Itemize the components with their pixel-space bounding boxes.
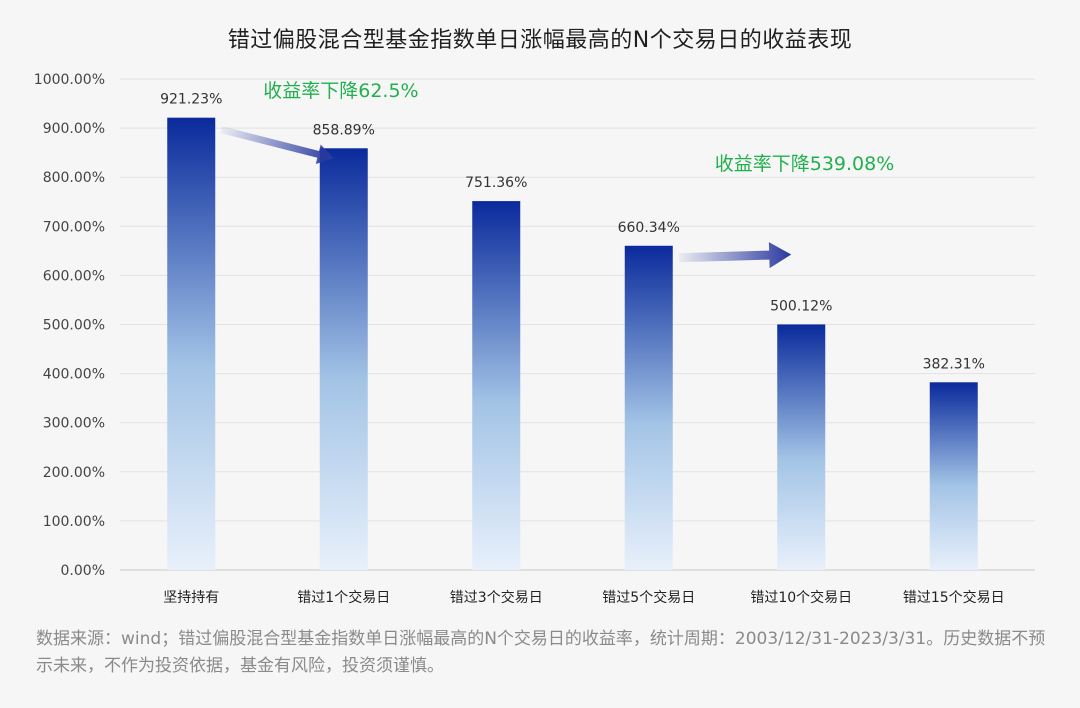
- x-tick-label: 错过10个交易日: [750, 589, 852, 606]
- y-tick-label: 0.00%: [61, 563, 105, 579]
- y-tick-label: 900.00%: [43, 121, 105, 137]
- x-tick-label: 错过15个交易日: [903, 589, 1005, 606]
- footnote: 数据来源：wind；错过偏股混合型基金指数单日涨幅最高的N个交易日的收益率，统计…: [36, 629, 1046, 676]
- data-label: 660.34%: [618, 220, 680, 236]
- annotation-label: 收益率下降62.5%: [263, 80, 418, 102]
- data-label: 382.31%: [923, 356, 985, 372]
- y-tick-label: 600.00%: [43, 268, 105, 284]
- arrow-shape: [220, 126, 334, 165]
- chart-title: 错过偏股混合型基金指数单日涨幅最高的N个交易日的收益表现: [227, 28, 853, 53]
- x-tick-label: 坚持持有: [163, 590, 219, 606]
- data-label: 921.23%: [160, 92, 222, 108]
- bar: [624, 245, 673, 570]
- y-tick-label: 500.00%: [43, 318, 105, 334]
- data-label: 751.36%: [465, 175, 527, 191]
- y-axis-ticks: 0.00% 100.00% 200.00% 300.00% 400.00% 500.00%…: [34, 72, 105, 579]
- annotation-arrows: 收益率下降62.5% 收益率下降539.08%: [220, 80, 895, 269]
- x-tick-label: 错过5个交易日: [602, 589, 695, 606]
- bar: [167, 117, 216, 570]
- y-tick-label: 400.00%: [43, 367, 105, 383]
- arrow-shape: [678, 242, 792, 269]
- y-tick-label: 300.00%: [43, 416, 105, 432]
- y-tick-label: 1000.00%: [34, 72, 105, 88]
- bar: [472, 201, 521, 570]
- annotation-arrow: [678, 242, 792, 269]
- bar: [929, 382, 978, 570]
- y-tick-label: 100.00%: [43, 514, 105, 530]
- bar: [777, 324, 826, 570]
- annotation-arrow: [220, 126, 334, 165]
- x-tick-label: 错过3个交易日: [450, 589, 543, 606]
- y-tick-label: 700.00%: [43, 219, 105, 235]
- y-tick-label: 200.00%: [43, 465, 105, 481]
- bar-chart: 0.00% 100.00% 200.00% 300.00% 400.00% 500.00%…: [34, 72, 1035, 606]
- bar: [319, 148, 368, 570]
- y-tick-label: 800.00%: [43, 170, 105, 186]
- annotation-label: 收益率下降539.08%: [715, 153, 895, 175]
- grid-lines: [120, 78, 1035, 571]
- bars: 921.23% 坚持持有 858.89% 错过1个交易日 751.36% 错过3个交易日 6…: [160, 92, 1005, 606]
- data-label: 500.12%: [770, 298, 832, 314]
- x-tick-label: 错过1个交易日: [297, 589, 390, 606]
- data-label: 858.89%: [313, 122, 375, 138]
